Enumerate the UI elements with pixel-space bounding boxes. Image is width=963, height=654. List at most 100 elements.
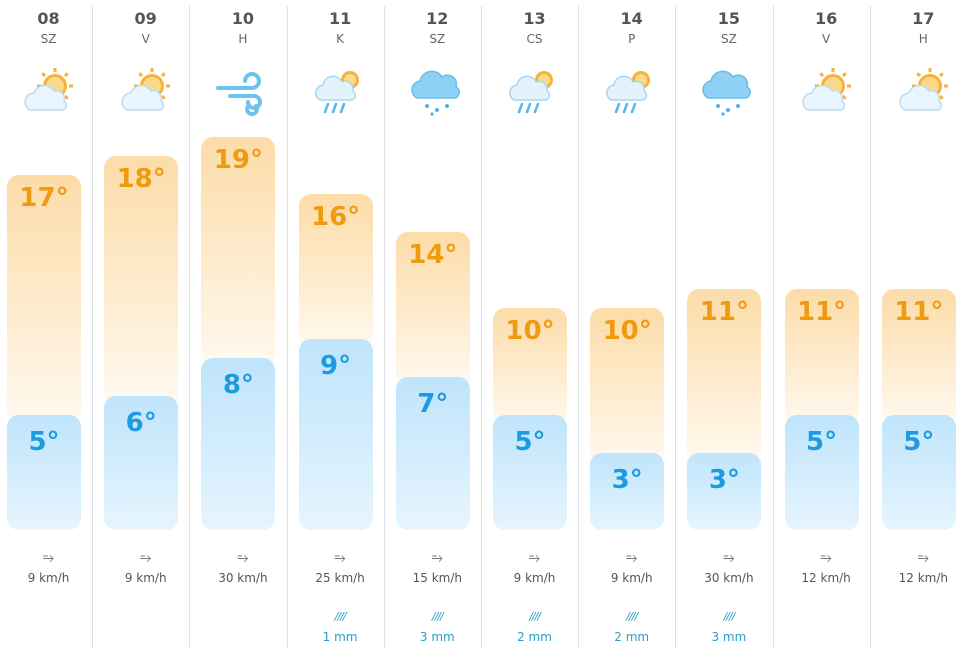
day-column[interactable]: 12 SZ 14° 7° ⥱ 15 km/h //// 3 mm xyxy=(389,0,486,648)
low-temp-bar: 5° xyxy=(881,415,956,530)
column-divider xyxy=(481,6,482,648)
day-number: 11 xyxy=(328,9,352,28)
sun-rain-cloud-icon xyxy=(314,66,368,118)
wind-speed: 12 km/h xyxy=(801,571,851,585)
high-temp-bar: 16° xyxy=(298,194,373,349)
high-temp: 17° xyxy=(19,183,69,213)
partly-cloudy-icon xyxy=(119,66,173,118)
weekday: V xyxy=(821,32,831,46)
low-temp: 5° xyxy=(28,427,60,457)
low-temp-bar: 9° xyxy=(298,339,373,530)
high-temp-bar: 14° xyxy=(395,232,470,387)
day-column[interactable]: 08 SZ 17° 5° ⥱ 9 km/h xyxy=(0,0,97,648)
high-temp: 18° xyxy=(116,164,166,194)
day-number: 17 xyxy=(912,9,935,28)
low-temp: 3° xyxy=(611,465,643,495)
day-column[interactable]: 10 H 19° 8° ⥱ 30 km/h xyxy=(194,0,291,648)
column-divider xyxy=(286,6,288,648)
high-temp: 11° xyxy=(894,297,944,327)
wind-icon xyxy=(216,66,270,118)
wind-speed: 25 km/h xyxy=(315,571,365,585)
rain-icon: //// xyxy=(723,610,735,623)
rain-cloud-icon xyxy=(702,66,756,118)
wind-icon: ⥱ xyxy=(626,550,638,566)
partly-cloudy-icon xyxy=(800,66,854,118)
column-divider xyxy=(772,6,774,648)
rain-icon: //// xyxy=(626,610,638,623)
high-temp: 10° xyxy=(602,316,652,346)
high-temp-bar: 10° xyxy=(493,308,567,425)
wind-icon: ⥱ xyxy=(528,550,541,566)
high-temp: 11° xyxy=(797,297,847,327)
wind-speed: 9 km/h xyxy=(610,571,653,585)
column-divider xyxy=(189,6,191,648)
high-temp: 11° xyxy=(699,297,749,327)
partly-cloudy-icon xyxy=(22,66,76,118)
low-temp: 5° xyxy=(806,427,838,457)
day-column[interactable]: 11 K 16° 9° ⥱ 25 km/h //// 1 mm xyxy=(292,0,389,648)
low-temp: 5° xyxy=(514,427,546,457)
high-temp-bar: 11° xyxy=(687,289,762,463)
day-number: 13 xyxy=(523,9,546,28)
wind-speed: 30 km/h xyxy=(704,571,754,585)
column-divider xyxy=(92,6,94,648)
low-temp: 7° xyxy=(417,389,449,419)
weekday: SZ xyxy=(720,32,737,46)
column-divider xyxy=(869,6,871,648)
weekday: P xyxy=(628,32,636,46)
low-temp: 6° xyxy=(125,408,157,438)
wind-icon: ⥱ xyxy=(42,550,55,566)
low-temp: 5° xyxy=(903,427,935,457)
column-divider xyxy=(383,6,385,648)
day-number: 16 xyxy=(814,9,838,28)
low-temp: 9° xyxy=(320,351,352,381)
low-temp-bar: 6° xyxy=(104,396,179,530)
rain-icon: //// xyxy=(431,610,444,623)
day-number: 12 xyxy=(426,9,449,28)
wind-speed: 12 km/h xyxy=(898,571,948,585)
wind-icon: ⥱ xyxy=(820,550,832,566)
rain-amount: 3 mm xyxy=(711,630,747,644)
wind-icon: ⥱ xyxy=(237,550,249,566)
weekday: CS xyxy=(526,32,543,46)
day-column[interactable]: 16 V 11° 5° ⥱ 12 km/h xyxy=(778,0,875,648)
rain-amount: 2 mm xyxy=(517,630,552,644)
low-temp-bar: 5° xyxy=(784,415,859,530)
low-temp-bar: 5° xyxy=(493,415,567,530)
high-temp: 19° xyxy=(213,145,263,175)
day-number: 09 xyxy=(134,9,157,28)
rain-cloud-icon xyxy=(411,66,465,118)
rain-amount: 2 mm xyxy=(614,630,650,644)
wind-icon: ⥱ xyxy=(917,550,929,566)
low-temp: 8° xyxy=(222,370,254,400)
sun-rain-cloud-icon xyxy=(605,66,659,118)
high-temp: 10° xyxy=(505,316,555,346)
low-temp-bar: 3° xyxy=(687,453,762,530)
sun-rain-cloud-icon xyxy=(508,66,562,118)
rain-icon: //// xyxy=(529,610,541,623)
weekday: SZ xyxy=(40,32,57,46)
rain-amount: 3 mm xyxy=(419,630,455,644)
partly-cloudy-icon xyxy=(897,66,951,118)
column-divider xyxy=(675,6,677,648)
day-column[interactable]: 13 CS 10° 5° ⥱ 9 km/h //// 2 mm xyxy=(486,0,583,648)
day-column[interactable]: 09 V 18° 6° ⥱ 9 km/h xyxy=(97,0,194,648)
high-temp: 16° xyxy=(311,202,361,232)
day-column[interactable]: 15 SZ 11° 3° ⥱ 30 km/h //// 3 mm xyxy=(680,0,777,648)
low-temp-bar: 8° xyxy=(201,358,276,530)
day-number: 15 xyxy=(717,9,741,28)
day-number: 10 xyxy=(231,9,255,28)
wind-speed: 30 km/h xyxy=(218,571,268,585)
wind-icon: ⥱ xyxy=(431,550,443,566)
day-column[interactable]: 17 H 11° 5° ⥱ 12 km/h xyxy=(875,0,963,648)
weekday: V xyxy=(141,32,150,46)
weekday: K xyxy=(336,32,345,46)
day-number: 14 xyxy=(620,9,643,28)
column-divider xyxy=(578,6,580,648)
day-column[interactable]: 14 P 10° 3° ⥱ 9 km/h //// 2 mm xyxy=(583,0,680,648)
low-temp: 3° xyxy=(708,465,740,495)
wind-icon: ⥱ xyxy=(334,550,346,566)
wind-speed: 9 km/h xyxy=(513,571,556,585)
wind-speed: 9 km/h xyxy=(124,571,167,585)
rain-icon: //// xyxy=(334,610,347,623)
